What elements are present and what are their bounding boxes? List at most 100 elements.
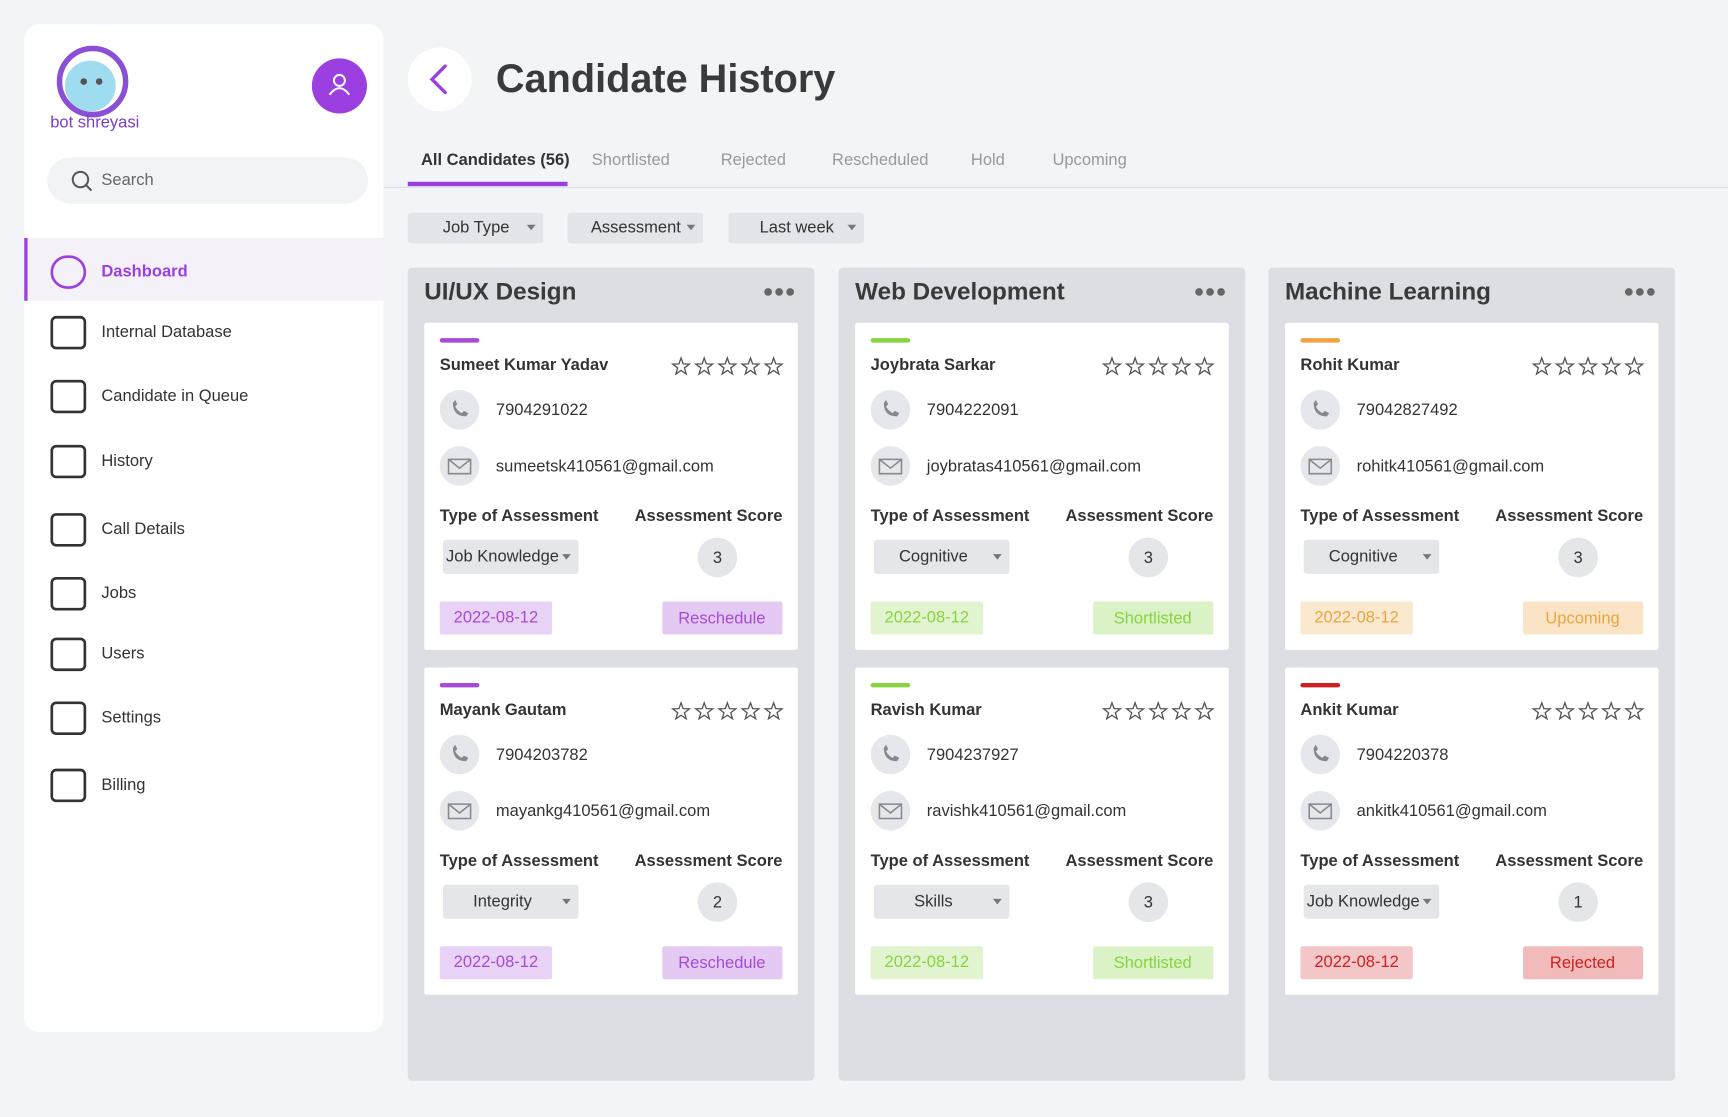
nav-item[interactable]: Call Details bbox=[101, 519, 185, 538]
nav-item[interactable]: Internal Database bbox=[101, 322, 231, 341]
nav-item[interactable]: History bbox=[101, 451, 153, 470]
nav-item[interactable]: Settings bbox=[101, 708, 161, 727]
assessment-dropdown[interactable] bbox=[873, 884, 1010, 919]
rating-star[interactable] bbox=[740, 356, 761, 376]
status-chip[interactable] bbox=[1093, 946, 1214, 980]
column-menu-dot bbox=[1624, 288, 1633, 296]
tab[interactable]: Rescheduled bbox=[832, 150, 928, 169]
rating-star[interactable] bbox=[1194, 356, 1215, 376]
phone-icon-bg bbox=[439, 389, 480, 430]
filter-dropdown[interactable] bbox=[567, 212, 704, 244]
status-chip[interactable] bbox=[1523, 946, 1644, 980]
column-menu-dot[interactable] bbox=[1206, 288, 1214, 296]
column-menu-dot[interactable] bbox=[775, 288, 783, 296]
rating-star[interactable] bbox=[1171, 700, 1192, 721]
column-title: Machine Learning bbox=[1285, 278, 1491, 305]
card-accent bbox=[1300, 682, 1341, 688]
tab[interactable]: All Candidates (56) bbox=[421, 150, 570, 169]
filter-dropdown[interactable] bbox=[728, 212, 864, 244]
rating-star[interactable] bbox=[740, 700, 761, 721]
rating-star[interactable] bbox=[1101, 700, 1123, 721]
tab[interactable]: Upcoming bbox=[1052, 150, 1126, 169]
rating-star[interactable] bbox=[1577, 356, 1599, 376]
back-button[interactable] bbox=[407, 47, 472, 112]
rating-star[interactable] bbox=[717, 356, 738, 376]
tab-underline bbox=[407, 181, 568, 187]
assessment-score: 3 bbox=[1144, 548, 1153, 567]
interview-date: 2022-08-12 bbox=[454, 607, 539, 626]
rating-star[interactable] bbox=[1531, 356, 1552, 376]
status: Reschedule bbox=[678, 608, 765, 627]
status-chip[interactable] bbox=[662, 601, 783, 635]
rating-star[interactable] bbox=[1101, 356, 1123, 376]
assessment-type-label: Type of Assessment bbox=[440, 506, 599, 525]
phone: 7904203782 bbox=[496, 745, 588, 764]
rating-star[interactable] bbox=[1624, 356, 1645, 376]
rating-star[interactable] bbox=[693, 356, 715, 376]
nav-icon bbox=[50, 444, 87, 479]
search-box[interactable] bbox=[47, 157, 369, 204]
status-chip[interactable] bbox=[1093, 601, 1214, 635]
tab[interactable]: Hold bbox=[971, 150, 1005, 169]
nav-item[interactable]: Candidate in Queue bbox=[101, 386, 248, 405]
email-icon bbox=[447, 458, 472, 475]
dropdown-arrow bbox=[992, 554, 1002, 560]
assessment-score-label: Assessment Score bbox=[1066, 506, 1214, 525]
rating-star[interactable] bbox=[693, 700, 715, 721]
email-icon-bg bbox=[1300, 790, 1341, 831]
page-title: Candidate History bbox=[496, 57, 835, 101]
rating-star[interactable] bbox=[763, 356, 784, 376]
rating-star[interactable] bbox=[1554, 356, 1576, 376]
nav-active-bg bbox=[24, 237, 384, 301]
filter-dropdown[interactable] bbox=[407, 212, 544, 244]
status: Shortlisted bbox=[1114, 953, 1192, 972]
interview-date: 2022-08-12 bbox=[1314, 952, 1399, 971]
rating-star[interactable] bbox=[1171, 356, 1192, 376]
rating-star[interactable] bbox=[1600, 356, 1622, 376]
rating-star[interactable] bbox=[1194, 700, 1215, 721]
email: sumeetsk410561@gmail.com bbox=[496, 456, 714, 475]
rating-star[interactable] bbox=[1531, 700, 1552, 721]
rating-star[interactable] bbox=[1124, 356, 1146, 376]
assessment-dropdown[interactable] bbox=[1303, 539, 1440, 574]
nav-item[interactable]: Dashboard bbox=[101, 261, 187, 280]
column-menu-dot bbox=[1195, 288, 1203, 296]
rating-star[interactable] bbox=[670, 700, 692, 721]
nav-icon bbox=[50, 577, 87, 611]
nav-icon bbox=[50, 315, 87, 350]
rating-star[interactable] bbox=[1148, 700, 1169, 721]
rating-star[interactable] bbox=[763, 700, 784, 721]
rating-star[interactable] bbox=[1624, 700, 1645, 721]
rating-star[interactable] bbox=[1554, 700, 1576, 721]
rating-star[interactable] bbox=[1600, 700, 1622, 721]
email-icon bbox=[1308, 458, 1333, 475]
nav-item[interactable]: Billing bbox=[101, 775, 145, 794]
status-chip[interactable] bbox=[1523, 601, 1644, 635]
phone-icon-bg bbox=[1300, 734, 1341, 775]
dropdown-arrow bbox=[562, 898, 571, 905]
assessment-dropdown[interactable] bbox=[1303, 884, 1440, 919]
nav-item[interactable]: Users bbox=[101, 644, 144, 663]
tab[interactable]: Shortlisted bbox=[592, 150, 670, 169]
phone-icon bbox=[1313, 744, 1330, 762]
status-chip[interactable] bbox=[662, 946, 783, 980]
assessment-score-label: Assessment Score bbox=[635, 506, 783, 525]
rating-star[interactable] bbox=[1124, 700, 1146, 721]
assessment-type: Cognitive bbox=[1329, 547, 1398, 566]
rating-star[interactable] bbox=[1577, 700, 1599, 721]
assessment-dropdown[interactable] bbox=[443, 539, 579, 574]
column-menu-dot[interactable] bbox=[1635, 288, 1644, 296]
rating-star[interactable] bbox=[1148, 356, 1169, 376]
assessment-score-label: Assessment Score bbox=[1495, 506, 1643, 525]
rating-star[interactable] bbox=[670, 356, 692, 376]
card-accent bbox=[439, 682, 480, 688]
date-chip bbox=[870, 946, 984, 980]
nav-item[interactable]: Jobs bbox=[101, 583, 136, 602]
phone-icon bbox=[452, 399, 469, 417]
assessment-dropdown[interactable] bbox=[443, 884, 579, 919]
tab[interactable]: Rejected bbox=[721, 150, 786, 169]
rating-star[interactable] bbox=[717, 700, 738, 721]
assessment-dropdown[interactable] bbox=[873, 539, 1010, 574]
date-chip bbox=[1300, 601, 1413, 635]
date-chip bbox=[870, 601, 984, 635]
